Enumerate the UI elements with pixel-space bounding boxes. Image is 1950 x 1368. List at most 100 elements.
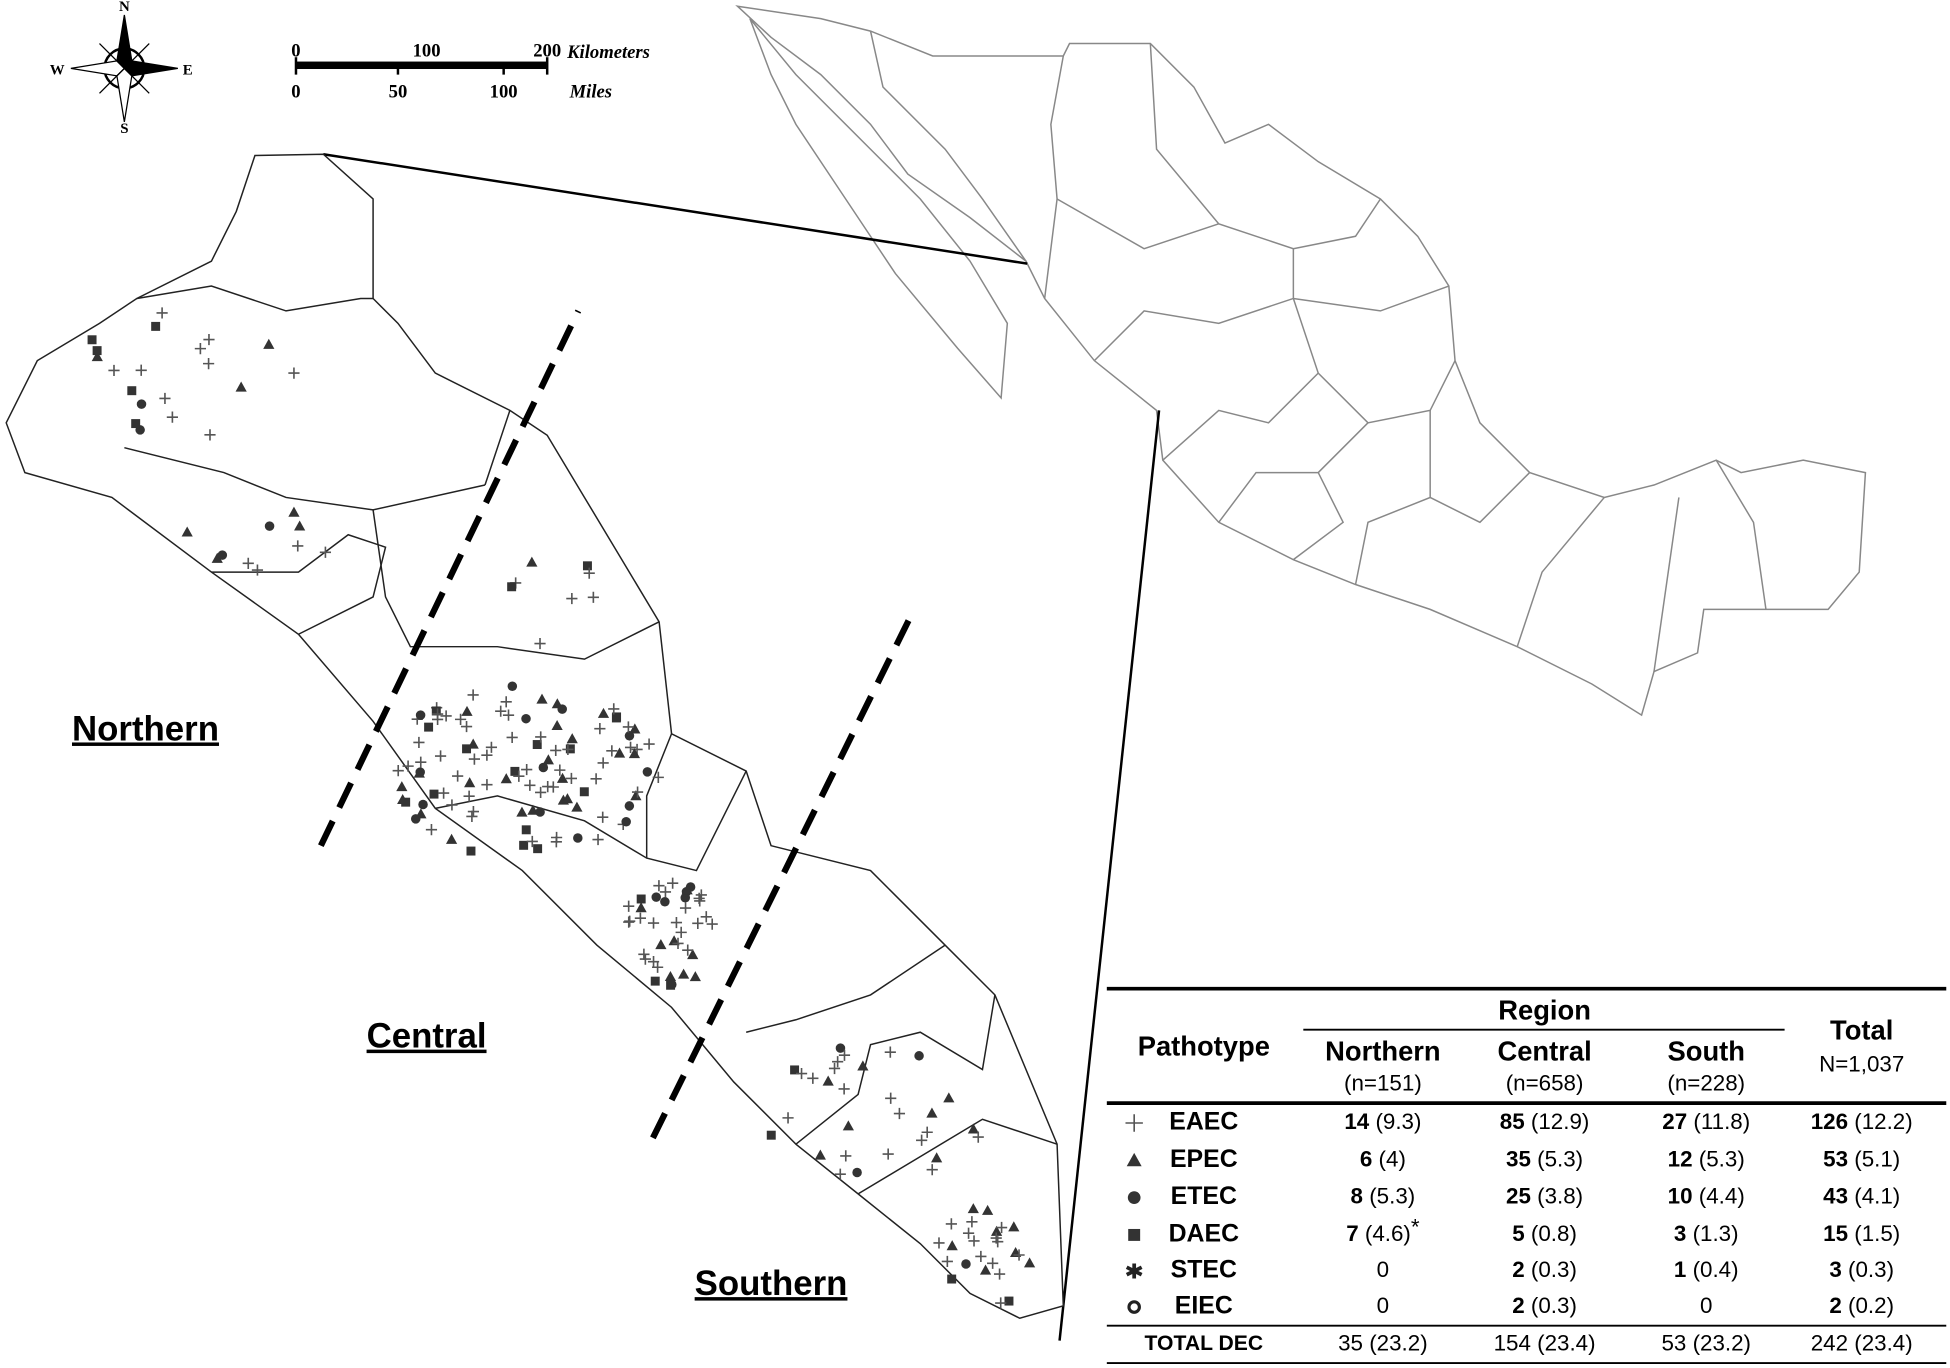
symbol — [926, 1107, 938, 1118]
symbol — [481, 749, 493, 761]
plus-symbol — [670, 916, 683, 929]
symbol — [521, 825, 531, 835]
symbol — [502, 709, 515, 721]
symbol — [597, 707, 610, 718]
cell-percent: (0.3) — [1531, 1257, 1577, 1282]
symbol — [613, 747, 626, 758]
region-label: Southern — [695, 1264, 848, 1303]
symbol — [967, 1203, 979, 1214]
table-cell: 0 — [1377, 1257, 1389, 1282]
square-symbol — [650, 976, 660, 986]
symbol — [292, 540, 304, 552]
square-symbol — [521, 825, 531, 835]
symbol — [87, 335, 97, 345]
plus-symbol — [587, 591, 599, 603]
symbol — [622, 721, 634, 733]
symbol — [203, 333, 215, 346]
symbol — [947, 1274, 957, 1284]
region-label: Central — [367, 1017, 487, 1056]
symbol — [664, 970, 677, 982]
cell-count: 2 — [1512, 1293, 1524, 1318]
row-name: EIEC — [1175, 1292, 1233, 1320]
plus-symbol — [166, 411, 178, 423]
symbol — [651, 892, 662, 902]
triangle-symbol — [516, 806, 528, 817]
symbol — [666, 980, 676, 990]
symbol — [524, 779, 536, 791]
total-row-cell: 53 (23.2) — [1661, 1330, 1751, 1355]
cell-count: 126 — [1811, 1109, 1848, 1134]
circle-symbol — [642, 767, 653, 777]
symbol — [1125, 1263, 1143, 1279]
square-symbol — [579, 787, 589, 797]
symbol — [630, 790, 642, 801]
symbol — [288, 506, 300, 517]
plus-symbol — [550, 836, 562, 848]
plus-symbol — [467, 689, 479, 701]
circle-symbol — [264, 521, 275, 531]
table-cell: 1 (0.4) — [1674, 1257, 1739, 1282]
row-name: EAEC — [1169, 1108, 1238, 1136]
plus-symbol — [495, 705, 507, 717]
symbol — [962, 1227, 975, 1239]
triangle-symbol — [982, 1204, 994, 1215]
plus-symbol — [251, 564, 264, 576]
symbol — [579, 787, 589, 797]
cell-percent: (0.4) — [1693, 1257, 1739, 1282]
compass-w: W — [50, 62, 65, 78]
symbol — [452, 770, 464, 782]
triangle-symbol — [842, 1120, 854, 1131]
symbol — [1127, 1191, 1141, 1204]
symbol — [966, 1216, 978, 1228]
square-symbol — [947, 1274, 957, 1284]
plus-symbol — [682, 944, 694, 956]
symbol — [682, 944, 694, 956]
plus-symbol — [526, 835, 538, 848]
cell-count: 85 — [1500, 1109, 1525, 1134]
symbol — [392, 765, 404, 777]
plus-symbol — [468, 753, 480, 765]
plus-symbol — [566, 592, 578, 605]
symbol — [202, 358, 215, 370]
total-row-cell: 154 (23.4) — [1494, 1330, 1596, 1355]
symbol — [979, 1264, 992, 1275]
symbol — [535, 807, 545, 817]
plus-symbol — [415, 756, 427, 768]
symbol — [587, 591, 599, 603]
symbol — [1023, 1257, 1036, 1268]
circle-symbol — [535, 807, 545, 817]
symbol — [418, 799, 428, 810]
symbol — [608, 703, 620, 715]
table-cell: 3 (1.3) — [1674, 1221, 1739, 1246]
symbol — [623, 900, 635, 912]
cell-count: 6 — [1360, 1146, 1372, 1171]
symbol — [852, 1167, 862, 1178]
triangle-symbol — [967, 1123, 980, 1134]
square-symbol — [611, 713, 621, 723]
plus-symbol — [108, 364, 120, 377]
circle-symbol — [507, 681, 518, 691]
symbol — [931, 1152, 943, 1163]
symbol — [624, 915, 636, 927]
cell-count: 15 — [1823, 1221, 1848, 1246]
symbol — [926, 1164, 938, 1176]
plus-symbol — [606, 745, 618, 757]
cell-percent: (5.3) — [1369, 1184, 1415, 1209]
symbol — [536, 693, 548, 704]
circle-symbol — [136, 399, 147, 409]
cell-percent: (11.8) — [1693, 1109, 1750, 1134]
plus-symbol — [652, 961, 664, 973]
symbol — [561, 793, 574, 804]
symbol — [454, 713, 467, 725]
plus-symbol — [884, 1046, 896, 1058]
plus-symbol — [1013, 1249, 1025, 1261]
symbol — [159, 392, 171, 405]
symbol — [766, 1130, 776, 1140]
symbol — [521, 713, 531, 724]
symbol — [526, 835, 538, 848]
symbol — [217, 550, 228, 560]
symbol — [521, 763, 533, 776]
triangle-symbol — [211, 552, 223, 563]
plus-symbol — [608, 703, 620, 715]
square-symbol — [466, 846, 476, 856]
